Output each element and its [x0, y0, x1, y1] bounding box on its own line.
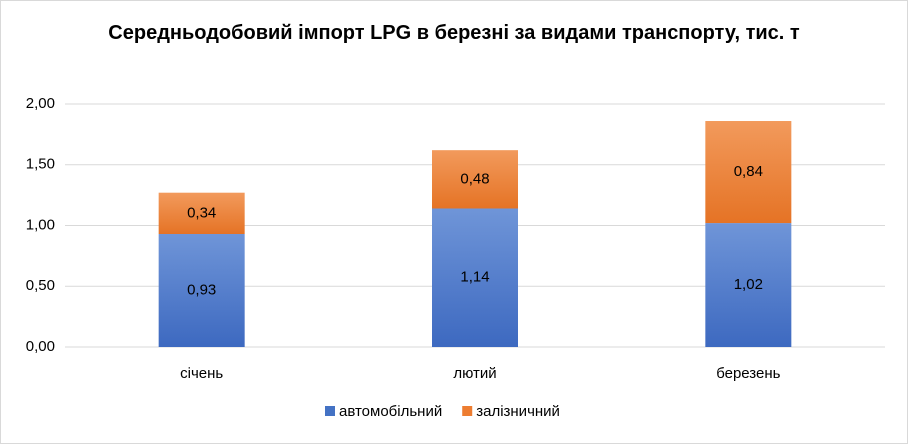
bar-segment	[158, 234, 245, 347]
data-label: 0,34	[187, 204, 216, 221]
legend-label: автомобільний	[339, 403, 442, 420]
data-label: 0,84	[734, 163, 763, 180]
x-tick-label: березень	[716, 365, 780, 382]
data-label: 1,02	[734, 276, 763, 293]
bar-segment	[705, 223, 792, 347]
data-label: 0,93	[187, 281, 216, 298]
data-label: 1,14	[460, 269, 489, 286]
data-label: 0,48	[460, 170, 489, 187]
y-tick-label: 1,50	[26, 156, 55, 173]
y-tick-label: 1,00	[26, 216, 55, 233]
legend-swatch	[325, 406, 335, 416]
bar-segment	[158, 192, 245, 235]
legend-label: залізничний	[476, 403, 560, 420]
legend-swatch	[462, 406, 473, 416]
bar-segment	[705, 121, 792, 224]
x-tick-label: лютий	[453, 365, 496, 382]
bar-segment	[432, 208, 518, 347]
y-tick-label: 0,50	[26, 277, 55, 294]
x-tick-label: січень	[180, 365, 223, 382]
y-tick-label: 2,00	[26, 95, 55, 112]
y-tick-label: 0,00	[26, 338, 55, 355]
bar-segment	[432, 150, 518, 209]
chart-title: Середньодобовий імпорт LPG в березні за …	[108, 22, 800, 44]
